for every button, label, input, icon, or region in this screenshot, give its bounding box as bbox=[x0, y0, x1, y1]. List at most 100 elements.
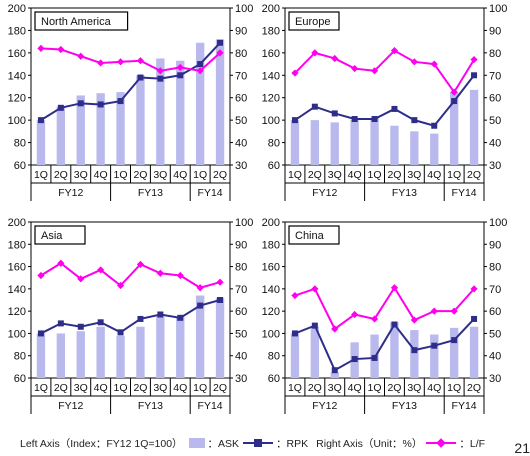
x-tick-label: 1Q bbox=[114, 169, 128, 181]
x-tick-label: 2Q bbox=[133, 382, 147, 394]
rpk-marker bbox=[451, 337, 458, 344]
ask-bar bbox=[76, 95, 85, 165]
lf-marker bbox=[311, 285, 319, 293]
x-group-label: FY13 bbox=[392, 187, 417, 199]
rpk-line bbox=[40, 299, 221, 335]
lf-marker bbox=[390, 284, 399, 292]
ask-bar bbox=[215, 297, 225, 378]
x-group-label: FY13 bbox=[138, 400, 163, 412]
x-tick-label: 1Q bbox=[34, 169, 48, 181]
rpk-marker bbox=[371, 116, 378, 123]
y-left-tick-label: 140 bbox=[262, 70, 280, 82]
lf-marker bbox=[216, 49, 224, 57]
x-tick-label: 4Q bbox=[348, 382, 362, 394]
chart-panel-china: 60 80 100 120 140 160 180 200 30 40 50 60 70 80 90 100 1… bbox=[262, 217, 507, 414]
panel-title: China bbox=[295, 230, 325, 242]
legend-right-axis-label: Right Axis（Unit：%） bbox=[316, 437, 423, 450]
ask-bar bbox=[176, 60, 185, 166]
rpk-marker bbox=[157, 75, 164, 82]
ask-bar bbox=[330, 372, 339, 378]
lf-marker bbox=[57, 259, 65, 267]
lf-marker bbox=[351, 64, 359, 73]
x-tick-label: 3Q bbox=[407, 382, 421, 394]
x-group-label: FY14 bbox=[452, 400, 477, 412]
x-tick-label: 1Q bbox=[114, 382, 128, 394]
ask-bar bbox=[56, 106, 66, 165]
y-left-tick-label: 120 bbox=[262, 93, 280, 105]
y-right-tick-label: 60 bbox=[489, 306, 501, 318]
legend-rpk-label: ：RPK bbox=[276, 437, 309, 450]
ask-bar bbox=[430, 133, 439, 165]
lf-marker bbox=[216, 278, 224, 286]
lf-marker bbox=[156, 67, 164, 75]
x-tick-label: 2Q bbox=[133, 169, 147, 181]
ask-bar bbox=[136, 75, 145, 165]
x-tick-label: 2Q bbox=[467, 169, 481, 181]
ask-bar bbox=[96, 93, 105, 165]
rpk-line bbox=[40, 42, 221, 121]
lf-marker bbox=[196, 284, 204, 292]
x-tick-label: 3Q bbox=[153, 382, 167, 394]
y-left-tick-label: 60 bbox=[268, 373, 280, 385]
x-tick-label: 1Q bbox=[368, 382, 382, 394]
legend-left-axis-label: Left Axis（Index：FY12 1Q=100） bbox=[20, 437, 183, 450]
y-right-tick-label: 40 bbox=[235, 351, 247, 363]
legend-lf-swatch bbox=[426, 438, 457, 448]
y-left-tick-label: 200 bbox=[262, 217, 280, 229]
y-right-tick-label: 70 bbox=[489, 284, 501, 296]
y-right-tick-label: 90 bbox=[235, 25, 247, 37]
ask-bar bbox=[350, 120, 359, 165]
ask-bar bbox=[56, 333, 66, 378]
ask-bar bbox=[330, 122, 339, 165]
y-left-tick-label: 60 bbox=[14, 373, 26, 385]
lf-line bbox=[40, 262, 221, 289]
lf-marker bbox=[331, 54, 339, 63]
chart-panel-europe: 60 80 100 120 140 160 180 200 30 40 50 60 70 80 90 100 1… bbox=[262, 3, 507, 201]
x-tick-label: 1Q bbox=[193, 169, 207, 181]
rpk-marker bbox=[97, 101, 104, 108]
lf-line bbox=[294, 49, 475, 94]
y-left-tick-label: 100 bbox=[262, 328, 280, 340]
y-right-tick-label: 90 bbox=[489, 239, 501, 251]
ask-bar bbox=[195, 295, 205, 378]
rpk-marker bbox=[371, 354, 378, 361]
lf-marker bbox=[390, 47, 399, 55]
rpk-marker bbox=[197, 302, 204, 309]
panel-title-box bbox=[288, 225, 340, 245]
x-tick-label: 4Q bbox=[173, 382, 187, 394]
x-tick-label: 2Q bbox=[213, 382, 227, 394]
lf-marker bbox=[410, 316, 418, 324]
lf-marker bbox=[176, 271, 184, 280]
y-right-tick-label: 90 bbox=[489, 25, 501, 37]
x-tick-label: 1Q bbox=[193, 382, 207, 394]
panel-title-box bbox=[288, 11, 340, 31]
x-tick-label: 3Q bbox=[153, 169, 167, 181]
lf-marker bbox=[470, 285, 478, 293]
y-left-tick-label: 140 bbox=[262, 284, 280, 296]
lf-marker bbox=[470, 55, 478, 64]
x-tick-label: 2Q bbox=[308, 169, 322, 181]
lf-line bbox=[40, 47, 221, 72]
panel-title: North America bbox=[41, 16, 112, 28]
lf-marker bbox=[291, 69, 299, 77]
x-group-label: FY12 bbox=[312, 187, 337, 199]
legend-rpk-swatch bbox=[243, 438, 274, 448]
y-left-tick-label: 80 bbox=[14, 138, 26, 150]
x-tick-label: 4Q bbox=[348, 169, 362, 181]
lf-marker bbox=[97, 59, 105, 67]
legend-ask-swatch bbox=[188, 438, 205, 448]
y-left-tick-label: 120 bbox=[8, 93, 26, 105]
lf-marker bbox=[351, 310, 359, 319]
ask-bar bbox=[156, 58, 165, 165]
ask-bar bbox=[36, 120, 46, 165]
y-left-tick-label: 100 bbox=[262, 115, 280, 127]
x-tick-label: 4Q bbox=[94, 382, 108, 394]
y-left-tick-label: 180 bbox=[8, 239, 26, 251]
y-left-tick-label: 180 bbox=[262, 25, 280, 37]
lf-marker bbox=[430, 60, 438, 68]
rpk-marker bbox=[77, 100, 84, 107]
lf-marker bbox=[196, 67, 204, 75]
x-tick-label: 1Q bbox=[288, 169, 302, 181]
ask-bar bbox=[116, 335, 125, 378]
y-left-tick-label: 80 bbox=[268, 351, 280, 363]
